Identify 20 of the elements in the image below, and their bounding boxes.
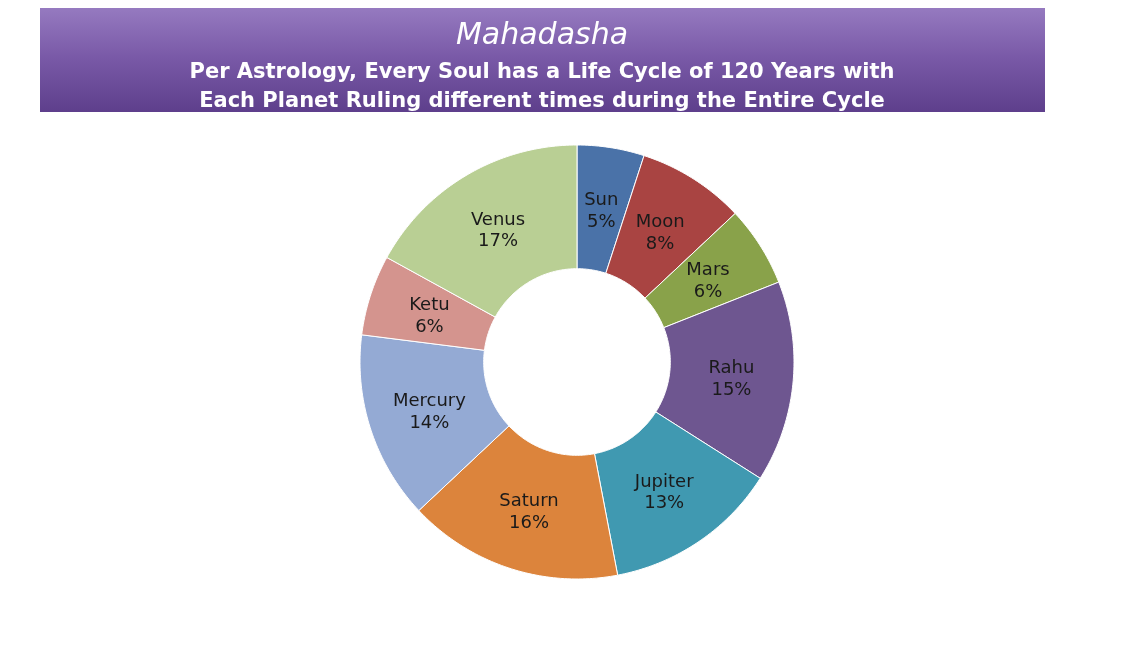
slice-label: Mars xyxy=(686,258,730,280)
slice-label: Saturn xyxy=(499,488,559,510)
data-label: 6% xyxy=(693,279,723,301)
data-label: 15% xyxy=(711,377,752,399)
data-label: 8% xyxy=(645,232,675,253)
data-label: 13% xyxy=(644,491,685,513)
slice-label: Mercury xyxy=(392,389,467,411)
data-label: 16% xyxy=(509,510,550,532)
chart-title: Mahadasha xyxy=(455,16,629,51)
slice-label: Rahu xyxy=(708,356,755,377)
data-label: 6% xyxy=(415,315,444,337)
slice-label: Sun xyxy=(584,188,619,210)
data-label: 17% xyxy=(478,229,519,251)
slice-label: Moon xyxy=(635,210,685,232)
slice-label: Jupiter xyxy=(633,469,695,491)
data-label: 5% xyxy=(586,209,616,231)
slice-label: Ketu xyxy=(409,293,450,315)
slice-label: Venus xyxy=(470,207,526,229)
data-label: 14% xyxy=(409,410,450,432)
chart-subtitle: Per Astrology, Every Soul has a Life Cycle of 120 Years with Each Planet Ruling different times during the Entire Cycle xyxy=(189,59,895,112)
